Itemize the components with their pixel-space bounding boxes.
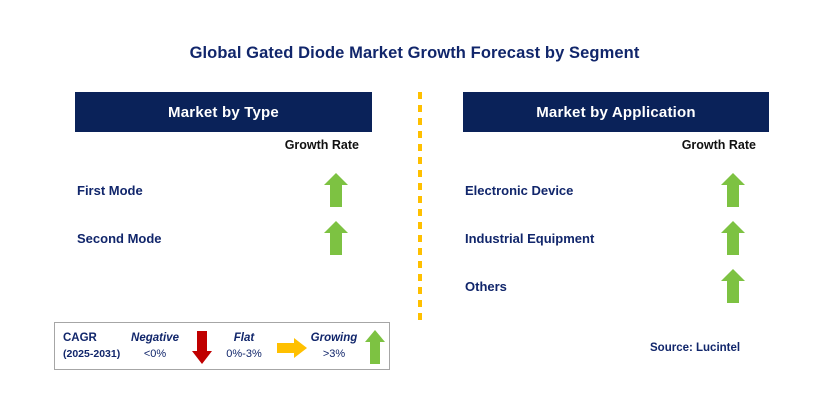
segment-label-industrial-equipment: Industrial Equipment — [465, 230, 595, 246]
legend-growing-word: Growing — [310, 332, 358, 344]
vertical-dashed-divider — [418, 92, 422, 320]
legend-negative-word: Negative — [131, 332, 179, 344]
source-label: Source: Lucintel — [650, 342, 741, 354]
panel-market-by-type: Market by Type Growth Rate First Mode Se… — [75, 92, 372, 255]
cagr-legend-inner: CAGR (2025-2031) Negative <0% Flat 0%-3% — [55, 323, 389, 369]
legend-flat-word: Flat — [233, 332, 255, 344]
segment-label-first-mode: First Mode — [77, 182, 143, 198]
legend-cagr-block: CAGR (2025-2031) — [63, 330, 120, 362]
segment-row: Second Mode — [75, 214, 372, 262]
legend-item-negative: Negative <0% — [121, 330, 189, 362]
segment-row: First Mode — [75, 166, 372, 214]
segment-row: Electronic Device — [463, 166, 769, 214]
growth-rate-label-type: Growth Rate — [284, 138, 359, 152]
segment-rows-type: First Mode Second Mode — [75, 166, 372, 262]
segment-label-second-mode: Second Mode — [77, 230, 162, 246]
right-arrow-icon — [277, 338, 307, 358]
up-arrow-icon — [721, 173, 745, 207]
segment-row: Others — [463, 262, 769, 310]
segment-row: Industrial Equipment — [463, 214, 769, 262]
segment-rows-application: Electronic Device Industrial Equipment O… — [463, 166, 769, 310]
legend-item-flat: Flat 0%-3% — [213, 330, 275, 362]
up-arrow-icon — [365, 330, 385, 364]
page-title: Global Gated Diode Market Growth Forecas… — [189, 44, 640, 62]
panel-header-market-by-application: Market by Application — [463, 92, 769, 132]
up-arrow-icon — [324, 173, 348, 207]
up-arrow-icon — [324, 221, 348, 255]
panel-market-by-application: Market by Application Growth Rate Electr… — [463, 92, 769, 303]
segment-label-electronic-device: Electronic Device — [465, 182, 574, 198]
up-arrow-icon — [721, 269, 745, 303]
legend-item-growing: Growing >3% — [302, 330, 366, 362]
down-arrow-icon — [192, 331, 212, 364]
up-arrow-icon — [721, 221, 745, 255]
legend-growing-value: >3% — [322, 348, 346, 360]
panel-header-market-by-type: Market by Type — [75, 92, 372, 132]
growth-rate-label-application: Growth Rate — [681, 138, 756, 152]
legend-cagr-label: CAGR — [63, 332, 97, 344]
cagr-legend: CAGR (2025-2031) Negative <0% Flat 0%-3% — [54, 322, 390, 370]
legend-cagr-years: (2025-2031) — [63, 348, 121, 360]
legend-negative-value: <0% — [143, 348, 167, 360]
legend-flat-value: 0%-3% — [226, 348, 262, 360]
segment-label-others: Others — [465, 278, 507, 294]
